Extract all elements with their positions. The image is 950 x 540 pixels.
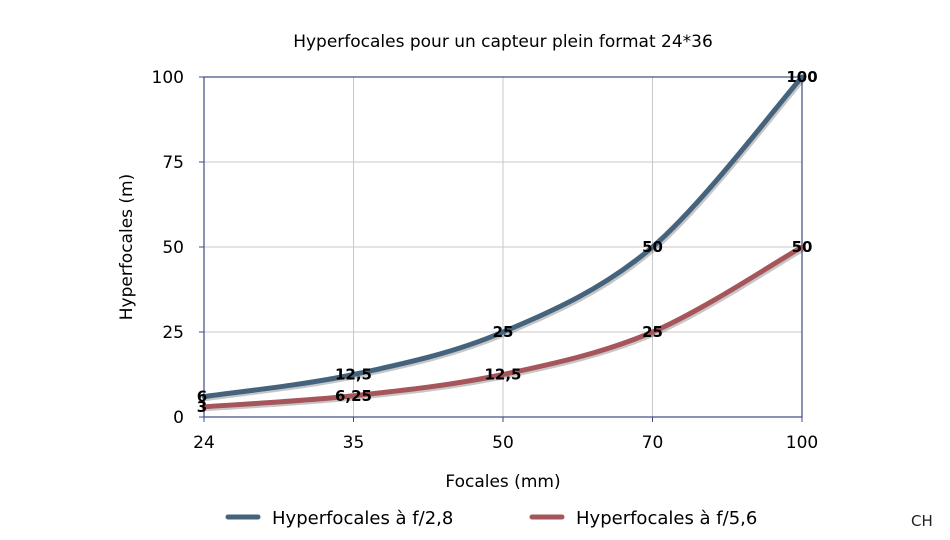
x-axis-ticks: 24 35 50 70 100 bbox=[193, 417, 818, 453]
x-tick-label: 70 bbox=[642, 433, 664, 453]
legend: Hyperfocales à f/2,8 Hyperfocales à f/5,… bbox=[225, 508, 757, 529]
data-label-f56: 6,25 bbox=[335, 387, 372, 405]
watermark-text: CH bbox=[911, 512, 933, 530]
y-tick-label: 25 bbox=[162, 323, 184, 343]
series-line-f28 bbox=[201, 74, 805, 400]
x-tick-label: 35 bbox=[343, 433, 365, 453]
legend-label-f28: Hyperfocales à f/2,8 bbox=[272, 508, 453, 529]
data-label-f56: 12,5 bbox=[484, 366, 521, 384]
data-label-f56: 25 bbox=[642, 323, 663, 341]
series-line-shadow-f28 bbox=[203, 76, 806, 402]
data-label-f28: 50 bbox=[642, 238, 663, 256]
x-tick-label: 100 bbox=[786, 433, 818, 453]
chart-title: Hyperfocales pour un capteur plein forma… bbox=[293, 32, 713, 52]
y-tick-label: 0 bbox=[173, 408, 184, 428]
legend-item-f28: Hyperfocales à f/2,8 bbox=[225, 508, 453, 529]
data-label-f28: 6 bbox=[197, 388, 207, 406]
data-label-f28: 25 bbox=[493, 323, 514, 341]
x-axis-label: Focales (mm) bbox=[445, 472, 560, 492]
x-tick-label: 24 bbox=[193, 433, 215, 453]
y-axis-label: Hyperfocales (m) bbox=[117, 174, 137, 321]
y-axis-ticks: 0 25 50 75 100 bbox=[152, 68, 204, 428]
data-label-f28: 100 bbox=[786, 68, 817, 86]
legend-item-f56: Hyperfocales à f/5,6 bbox=[529, 508, 757, 529]
data-label-f56: 3 bbox=[197, 398, 207, 416]
y-tick-label: 75 bbox=[162, 153, 184, 173]
y-tick-label: 50 bbox=[162, 238, 184, 258]
data-labels: 6 12,5 25 50 100 3 6,25 12,5 25 50 bbox=[197, 68, 818, 416]
y-tick-label: 100 bbox=[152, 68, 184, 88]
legend-label-f56: Hyperfocales à f/5,6 bbox=[576, 508, 757, 529]
data-label-f56: 50 bbox=[792, 238, 813, 256]
x-tick-label: 50 bbox=[492, 433, 514, 453]
series-lines bbox=[201, 74, 806, 412]
data-label-f28: 12,5 bbox=[335, 366, 372, 384]
